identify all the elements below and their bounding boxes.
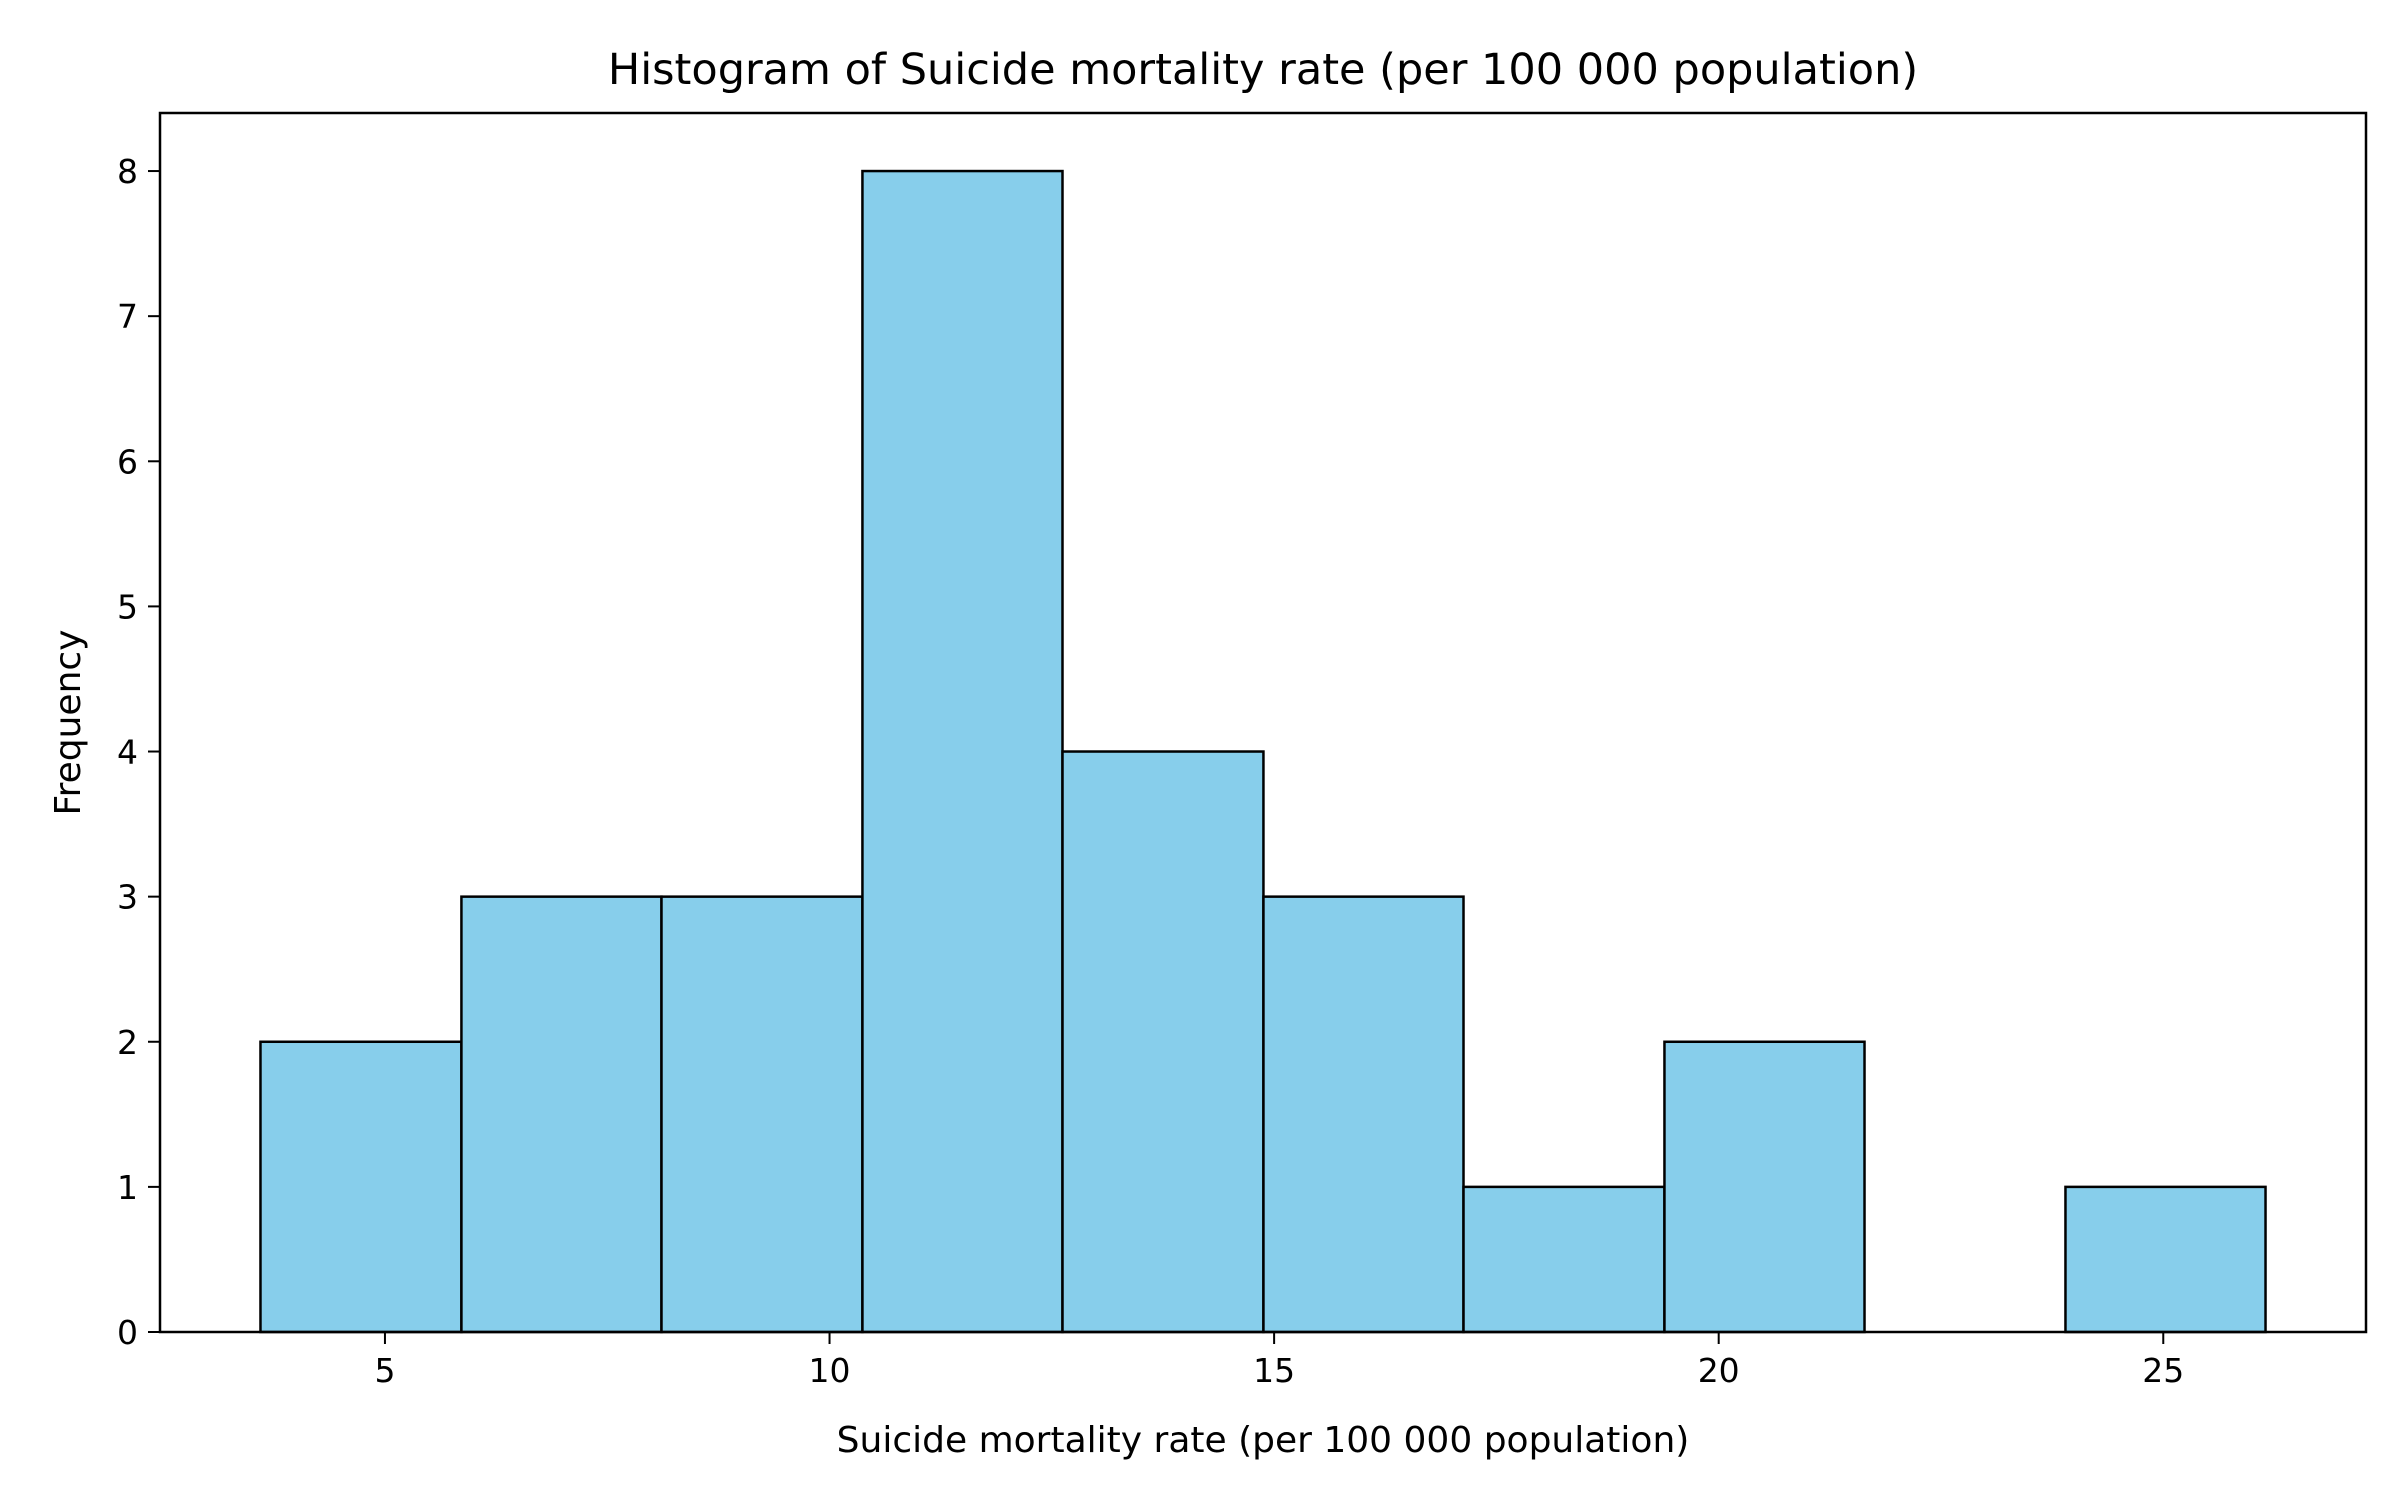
x-tick-label: 15: [1253, 1351, 1295, 1390]
y-tick-label: 5: [117, 587, 138, 626]
y-tick-label: 8: [117, 152, 138, 191]
histogram-bar: [2064, 1185, 2267, 1334]
histogram-bar: [1462, 1185, 1666, 1334]
x-tick-label: 5: [374, 1351, 395, 1390]
y-tick-label: 4: [117, 733, 138, 772]
histogram-bar: [1663, 1040, 1866, 1334]
plot-frame: [158, 111, 2368, 1334]
bars-group: [259, 169, 2267, 1334]
histogram-bar: [1061, 750, 1265, 1334]
y-axis: 0 1 2 3 4 5 6 7 8: [117, 152, 160, 1352]
x-tick-label: 25: [2142, 1351, 2184, 1390]
histogram-bar: [861, 169, 1064, 1334]
x-axis: 5 10 15 20 25: [374, 1332, 2184, 1390]
x-tick-label: 10: [809, 1351, 851, 1390]
y-tick-label: 3: [117, 878, 138, 917]
y-axis-label: Frequency: [48, 630, 89, 816]
histogram-bar: [259, 1040, 463, 1334]
y-tick-label: 0: [117, 1313, 138, 1352]
x-tick-label: 20: [1698, 1351, 1740, 1390]
x-axis-label: Suicide mortality rate (per 100 000 popu…: [837, 1420, 1690, 1461]
y-tick-label: 2: [117, 1023, 138, 1062]
y-tick-label: 7: [117, 297, 138, 336]
chart-title: Histogram of Suicide mortality rate (per…: [608, 45, 1918, 95]
y-tick-label: 1: [117, 1168, 138, 1207]
y-tick-label: 6: [117, 442, 138, 481]
histogram-bar: [660, 895, 864, 1334]
histogram-bar: [460, 895, 663, 1334]
histogram-bar: [1262, 895, 1465, 1334]
